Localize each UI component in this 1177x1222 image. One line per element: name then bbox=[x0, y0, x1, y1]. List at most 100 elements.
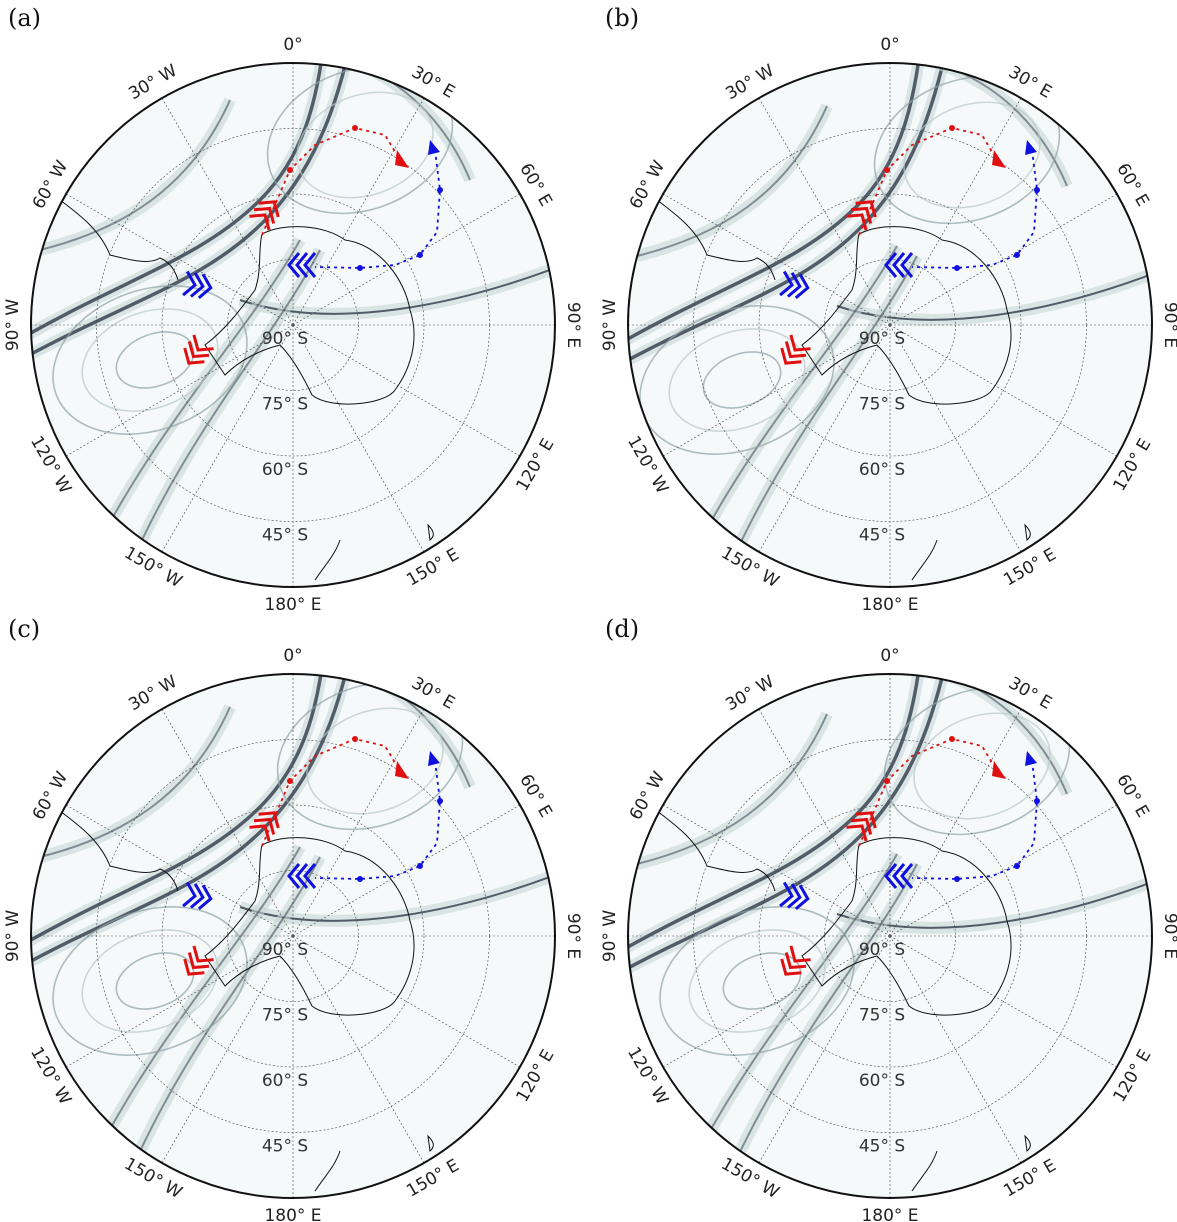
chevron-stroke bbox=[900, 252, 914, 278]
gyre-ring bbox=[913, 712, 1051, 820]
gyre-ring bbox=[52, 285, 248, 435]
longitude-label: 0° bbox=[283, 35, 302, 55]
blue-trajectory-point bbox=[954, 876, 960, 882]
blue-chevron-marker-icon bbox=[884, 863, 914, 889]
chevron-stroke bbox=[884, 252, 898, 278]
blue-chevron-marker-icon bbox=[287, 863, 317, 889]
blue-chevron-marker-icon bbox=[779, 270, 810, 300]
map-field bbox=[31, 63, 555, 587]
chevron-stroke bbox=[900, 863, 914, 889]
latitude-label: 60° S bbox=[859, 1071, 905, 1091]
chevron-stroke bbox=[892, 863, 906, 889]
chevron-stroke bbox=[846, 824, 868, 842]
latitude-label: 90° S bbox=[262, 329, 308, 349]
arrowhead-icon bbox=[395, 150, 409, 168]
chevron-stroke bbox=[187, 341, 210, 359]
chevron-stroke bbox=[779, 881, 794, 908]
longitude-label: 90° E bbox=[563, 913, 583, 959]
chevron-stroke bbox=[855, 200, 877, 218]
blue-trajectory-point bbox=[417, 863, 423, 869]
chevron-stroke bbox=[253, 817, 276, 835]
latitude-label: 60° S bbox=[859, 460, 905, 480]
longitude-label: 180° E bbox=[264, 1206, 321, 1222]
new-zealand-coastline bbox=[314, 523, 434, 581]
chevron-stroke bbox=[850, 206, 873, 224]
gyre-ring bbox=[52, 906, 248, 1056]
panel-label: (a) bbox=[8, 4, 42, 32]
map-border bbox=[627, 673, 1153, 1199]
map-border bbox=[30, 62, 556, 588]
chevron-stroke bbox=[784, 952, 807, 970]
red-trajectory-point bbox=[949, 125, 955, 131]
chevron-stroke bbox=[794, 884, 810, 911]
red-chevron-marker-icon bbox=[249, 200, 280, 231]
latitude-label: 45° S bbox=[262, 1137, 308, 1157]
chevron-stroke bbox=[303, 863, 317, 889]
gyre-ring bbox=[115, 331, 195, 389]
arrowhead-icon bbox=[992, 761, 1006, 779]
gyre-ring bbox=[306, 707, 444, 815]
south-america-coastline bbox=[656, 199, 776, 281]
red-trajectory bbox=[261, 738, 401, 847]
chevron-stroke bbox=[303, 252, 317, 278]
chevron-stroke bbox=[249, 213, 271, 231]
south-america-coastline bbox=[59, 199, 179, 281]
red-trajectory-point bbox=[949, 736, 955, 742]
blue-chevron-marker-icon bbox=[287, 252, 317, 278]
longitude-label: 90° E bbox=[1160, 913, 1177, 959]
ridge-line bbox=[31, 674, 332, 954]
ridge-line bbox=[628, 63, 959, 368]
gyre-ring bbox=[296, 91, 434, 199]
blue-trajectory-point bbox=[437, 798, 443, 804]
chevron-stroke bbox=[287, 252, 301, 278]
ridge-line bbox=[119, 249, 321, 587]
red-trajectory-point bbox=[287, 167, 293, 173]
gyre-ring bbox=[903, 101, 1041, 209]
blue-trajectory-point bbox=[357, 876, 363, 882]
latitude-label: 75° S bbox=[262, 1006, 308, 1026]
chevron-stroke bbox=[850, 817, 873, 835]
chevron-stroke bbox=[295, 863, 309, 889]
chevron-stroke bbox=[258, 811, 280, 829]
map-border bbox=[627, 62, 1153, 588]
chevron-stroke bbox=[183, 347, 205, 365]
chevron-stroke bbox=[192, 945, 214, 963]
longitude-label: 90° E bbox=[1160, 302, 1177, 348]
red-trajectory-point bbox=[884, 167, 890, 173]
arrowhead-icon bbox=[395, 761, 409, 779]
chevron-stroke bbox=[197, 273, 213, 300]
longitude-label: 90° W bbox=[3, 299, 23, 352]
ridge-line bbox=[39, 706, 231, 858]
chevron-stroke bbox=[789, 945, 811, 963]
chevron-stroke bbox=[258, 200, 280, 218]
latitude-circle bbox=[758, 804, 1022, 1068]
latitude-label: 75° S bbox=[859, 395, 905, 415]
chevron-stroke bbox=[287, 863, 301, 889]
trajectories bbox=[182, 125, 443, 365]
chevron-stroke bbox=[780, 347, 802, 365]
chevron-stroke bbox=[249, 824, 271, 842]
map-border bbox=[30, 673, 556, 1199]
chevron-stroke bbox=[253, 206, 276, 224]
ridge-line bbox=[716, 255, 918, 587]
ridge-line bbox=[229, 674, 471, 788]
ridge-line bbox=[119, 856, 321, 1198]
antarctica-coastline bbox=[801, 226, 1012, 405]
longitude-label: 180° E bbox=[861, 1206, 918, 1222]
antarctica-coastline bbox=[204, 226, 415, 405]
chevron-stroke bbox=[197, 884, 213, 911]
latitude-label: 45° S bbox=[859, 1137, 905, 1157]
red-trajectory-point bbox=[884, 778, 890, 784]
blue-trajectory-point bbox=[1034, 187, 1040, 193]
latitude-label: 45° S bbox=[859, 526, 905, 546]
chevron-stroke bbox=[855, 811, 877, 829]
longitude-label: 0° bbox=[880, 646, 899, 666]
red-trajectory bbox=[858, 127, 998, 236]
chevron-stroke bbox=[784, 341, 807, 359]
